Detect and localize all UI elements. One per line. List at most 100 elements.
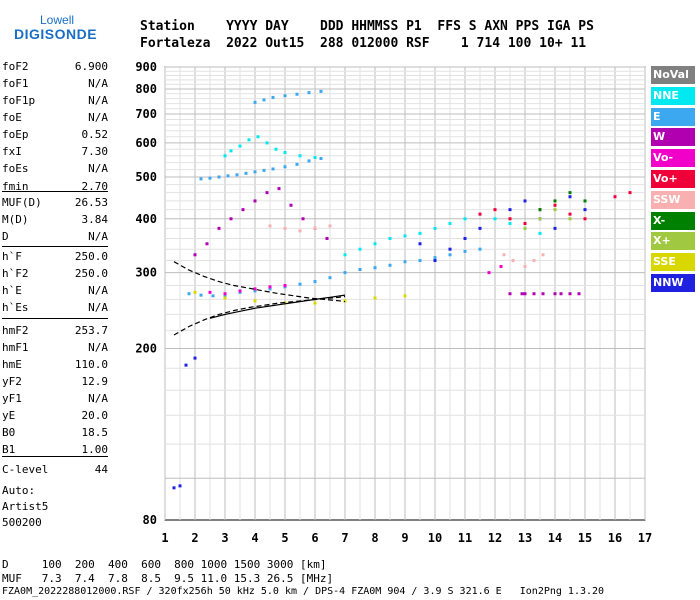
data-point [253, 170, 257, 174]
x-tick-label: 2 [191, 531, 198, 545]
y-tick-label: 700 [135, 107, 157, 121]
data-point [343, 253, 347, 257]
data-point [583, 199, 587, 203]
y-tick-label: 800 [135, 82, 157, 96]
data-point [628, 191, 632, 195]
x-tick-label: 15 [578, 531, 592, 545]
data-point [319, 89, 323, 93]
data-point [283, 226, 287, 230]
data-point [478, 226, 482, 230]
x-tick-label: 17 [638, 531, 652, 545]
data-point [211, 294, 215, 298]
data-point [289, 203, 293, 207]
x-tick-label: 1 [161, 531, 168, 545]
data-point [532, 292, 536, 296]
data-point [553, 199, 557, 203]
data-point [508, 292, 512, 296]
data-point [433, 256, 437, 260]
footer-muf: MUF 7.3 7.4 7.8 8.5 9.5 11.0 15.3 26.5 [… [2, 572, 334, 585]
data-point [508, 208, 512, 212]
data-point [283, 150, 287, 154]
data-point [277, 187, 281, 191]
param-row: hmF1 N/A [2, 341, 108, 358]
param-row: foF1p N/A [2, 94, 108, 111]
data-point [568, 195, 572, 199]
param-name: h`F [2, 250, 22, 263]
data-point [283, 284, 287, 288]
param-name: foE [2, 111, 22, 124]
param-row: foF2 6.900 [2, 60, 108, 77]
data-point [244, 171, 248, 175]
data-point [508, 222, 512, 226]
data-point [418, 242, 422, 246]
data-point [208, 290, 212, 294]
param-value: 18.5 [81, 426, 109, 439]
param-value: 3.84 [81, 213, 109, 226]
y-tick-label: 80 [143, 513, 157, 527]
data-point [208, 176, 212, 180]
data-point [199, 293, 203, 297]
param-name: h`Es [2, 301, 29, 314]
param-value: N/A [88, 111, 108, 124]
data-point [253, 199, 257, 203]
data-point [223, 154, 227, 158]
param-name: B1 [2, 443, 16, 456]
param-name: foF1 [2, 77, 29, 90]
data-point [223, 296, 227, 300]
data-point [463, 236, 467, 240]
y-tick-label: 900 [135, 60, 157, 74]
param-row: D N/A [2, 230, 108, 247]
data-point [268, 287, 272, 291]
data-point [253, 100, 257, 104]
x-tick-label: 11 [458, 531, 472, 545]
x-tick-label: 12 [488, 531, 502, 545]
data-point [223, 292, 227, 296]
logo-digisonde: DIGISONDE [14, 26, 98, 42]
param-name: h`F2 [2, 267, 29, 280]
data-point [523, 222, 527, 226]
separator [2, 318, 108, 319]
legend-item: NNW [651, 274, 695, 292]
x-tick-label: 7 [341, 531, 348, 545]
legend-item: X+ [651, 232, 695, 251]
data-point [343, 299, 347, 303]
data-point [319, 156, 323, 160]
param-row: foEp 0.52 [2, 128, 108, 145]
data-point [199, 177, 203, 181]
data-point [313, 301, 317, 305]
data-point [229, 149, 233, 153]
x-tick-label: 3 [221, 531, 228, 545]
param-value: 12.9 [81, 375, 109, 388]
param-name: D [2, 230, 9, 243]
data-point [433, 259, 437, 263]
data-point [433, 226, 437, 230]
auto-label: Auto: [2, 484, 36, 497]
param-row: B0 18.5 [2, 426, 108, 443]
data-point [307, 91, 311, 95]
data-point [493, 217, 497, 221]
data-point [235, 173, 239, 177]
data-point [328, 276, 332, 280]
x-tick-label: 9 [401, 531, 408, 545]
param-row: M(D) 3.84 [2, 213, 108, 230]
data-point [520, 292, 524, 296]
y-tick-label: 500 [135, 170, 157, 184]
param-name: foF1p [2, 94, 36, 107]
data-point [313, 280, 317, 284]
param-name: fxI [2, 145, 22, 158]
param-row: yF1 N/A [2, 392, 108, 409]
param-value: 26.53 [74, 196, 108, 209]
param-value: N/A [88, 301, 108, 314]
data-point [502, 253, 506, 257]
data-point [532, 259, 536, 263]
data-point [256, 135, 260, 139]
data-point [568, 292, 572, 296]
data-point [358, 268, 362, 272]
data-point [271, 167, 275, 171]
data-point [343, 271, 347, 275]
param-row: foEs N/A [2, 162, 108, 179]
data-point [583, 217, 587, 221]
param-name: yF1 [2, 392, 22, 405]
data-point [358, 247, 362, 251]
